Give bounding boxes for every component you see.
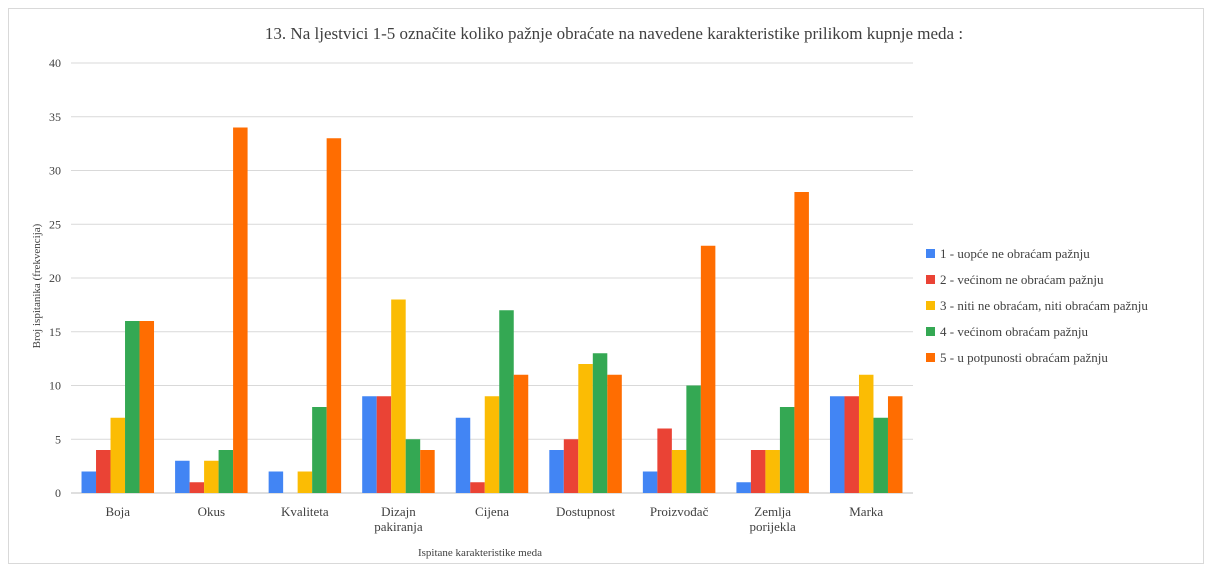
grid	[71, 62, 913, 494]
y-tick-label: 0	[55, 486, 61, 500]
legend-label: 2 - većinom ne obraćam pažnju	[940, 272, 1104, 287]
legend-swatch	[926, 353, 935, 362]
bar	[455, 417, 471, 493]
bar	[844, 396, 859, 493]
bar	[470, 482, 485, 493]
x-tick-label: Cijena	[475, 504, 509, 519]
bar	[189, 482, 205, 493]
bar	[578, 364, 593, 493]
x-tick-label: Dostupnost	[556, 504, 616, 519]
y-tick-label: 35	[49, 110, 61, 124]
bar	[420, 450, 435, 493]
bar	[484, 396, 500, 493]
legend-swatch	[926, 275, 935, 284]
bar	[829, 396, 845, 493]
x-tick-label: Boja	[105, 504, 130, 519]
y-tick-label: 25	[49, 217, 61, 231]
y-tick-label: 40	[49, 56, 61, 70]
bar-chart: 13. Na ljestvici 1-5 označite koliko paž…	[31, 24, 1148, 559]
bar	[700, 245, 716, 493]
bar	[175, 460, 190, 493]
bar	[750, 450, 766, 493]
bar	[81, 471, 97, 493]
bar	[671, 450, 687, 493]
bar	[765, 450, 780, 493]
legend-swatch	[926, 327, 935, 336]
x-tick-label: Proizvođač	[650, 504, 709, 519]
legend-swatch	[926, 249, 935, 258]
x-tick-label: Dizajn pakiranja	[374, 504, 423, 534]
bar	[686, 385, 701, 493]
chart-title: 13. Na ljestvici 1-5 označite koliko paž…	[265, 24, 963, 43]
bar	[779, 407, 795, 493]
legend-swatch	[926, 301, 935, 310]
x-tick-label: Okus	[198, 504, 225, 519]
bars	[81, 127, 903, 493]
bar	[139, 321, 155, 493]
bar	[657, 428, 672, 493]
bar	[642, 471, 658, 493]
bar	[125, 321, 140, 493]
y-tick-label: 20	[49, 271, 61, 285]
legend-label: 3 - niti ne obraćam, niti obraćam pažnju	[940, 298, 1148, 313]
bar	[887, 396, 903, 493]
bar	[499, 310, 514, 493]
bar	[312, 407, 327, 493]
legend: 1 - uopće ne obraćam pažnju 2 - većinom n…	[926, 246, 1148, 365]
bar	[592, 353, 608, 493]
x-tick-label: Marka	[849, 504, 883, 519]
bar	[563, 439, 579, 493]
x-axis-categories: Boja Okus Kvaliteta Dizajn pakiranja Cijena Do…	[105, 504, 883, 534]
bar	[362, 396, 377, 493]
bar	[794, 192, 809, 493]
y-tick-label: 15	[49, 325, 61, 339]
bar	[233, 127, 248, 493]
legend-label: 4 - većinom obraćam pažnju	[940, 324, 1088, 339]
y-tick-label: 10	[49, 379, 61, 393]
bar	[736, 482, 751, 493]
bar	[549, 450, 564, 493]
bar	[405, 439, 421, 493]
bar	[110, 417, 126, 493]
legend-label: 1 - uopće ne obraćam pažnju	[940, 246, 1090, 261]
bar	[873, 417, 888, 493]
bar	[297, 471, 313, 493]
chart-area: 13. Na ljestvici 1-5 označite koliko paž…	[8, 8, 1204, 564]
bar	[376, 396, 392, 493]
bar	[204, 460, 219, 493]
y-axis-label: Broj ispitanika (frekvencija)	[31, 223, 43, 348]
bar	[607, 374, 622, 493]
x-axis-label: Ispitane karakteristike meda	[418, 547, 542, 559]
legend-label: 5 - u potpunosti obraćam pažnju	[940, 350, 1108, 365]
x-tick-label: Zemlja porijekla	[750, 504, 796, 534]
bar	[513, 374, 529, 493]
y-tick-label: 30	[49, 164, 61, 178]
bar	[391, 299, 406, 493]
bar	[326, 138, 342, 493]
x-tick-label: Kvaliteta	[281, 504, 329, 519]
bar	[858, 374, 874, 493]
bar	[268, 471, 284, 493]
bar	[218, 450, 234, 493]
y-tick-label: 5	[55, 432, 61, 446]
y-axis-ticks: 0 5 10 15 20 25 30 35 40	[49, 56, 61, 500]
bar	[96, 450, 111, 493]
